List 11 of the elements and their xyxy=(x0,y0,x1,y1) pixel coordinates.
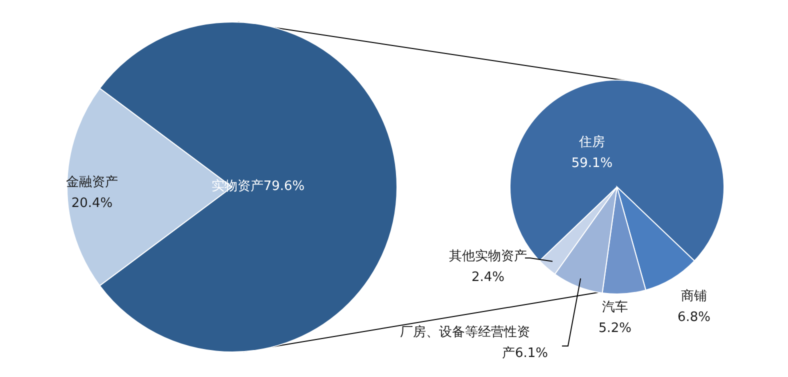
slice-label: 住房 xyxy=(578,134,605,150)
slice-label: 金融资产 xyxy=(66,175,118,190)
slice-label: 其他实物资产 xyxy=(449,249,527,264)
data-label: 5.2% xyxy=(598,321,632,336)
data-label: 20.4% xyxy=(71,196,113,211)
slice-label: 厂房、设备等经营性资产6.1% xyxy=(400,324,548,361)
data-label: 6.8% xyxy=(677,310,711,325)
data-label: 59.1% xyxy=(571,156,613,171)
slice-label: 汽车 xyxy=(602,300,628,315)
data-label: 2.4% xyxy=(471,270,505,285)
slice-label: 商铺 xyxy=(681,289,707,304)
